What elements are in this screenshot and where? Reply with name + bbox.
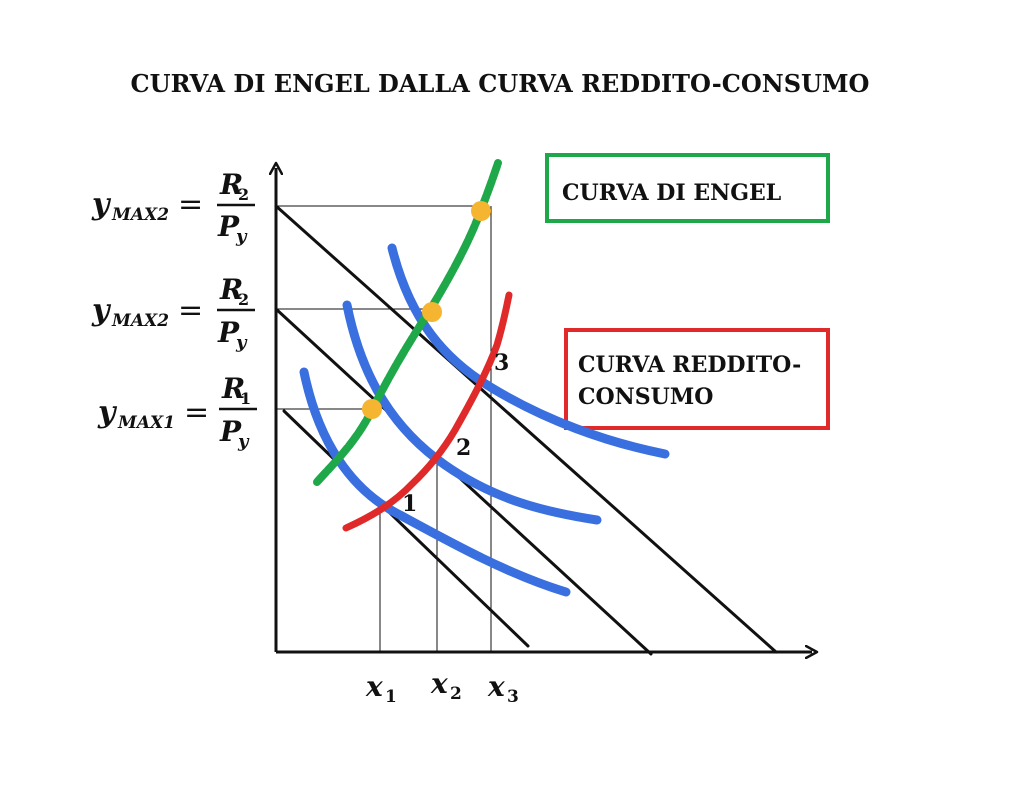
income-consumption-legend-line2: CONSUMO: [578, 384, 713, 410]
income-consumption-legend-line1: CURVA REDDITO-: [578, 352, 801, 378]
y-label-top-num: R: [219, 168, 243, 201]
y-label-top-den: P: [217, 210, 240, 243]
engel-points: [362, 201, 491, 419]
y-label-top-eq: =: [178, 187, 203, 222]
indifference-curve-2: [342, 300, 602, 525]
indifference-curve-1: [299, 367, 571, 597]
x-label-2: x 2: [430, 667, 462, 704]
y-label-bottom: y MAX1 = R 1 P y: [97, 372, 257, 452]
income-consumption-legend: CURVA REDDITO- CONSUMO: [564, 328, 830, 430]
x-label-1-var: x: [365, 670, 383, 703]
y-label-bottom-num: R: [221, 372, 245, 405]
income-consumption-curve: [342, 291, 513, 532]
indifference-curve-3: [387, 243, 670, 459]
y-label-middle-num: R: [219, 273, 243, 306]
x-label-2-sub: 2: [450, 684, 462, 704]
y-label-bottom-den: P: [219, 415, 242, 448]
y-label-middle-den-sub: y: [235, 332, 248, 353]
x-label-3: x 3: [487, 670, 519, 707]
y-label-top-var: y: [91, 187, 112, 222]
axes: [276, 168, 812, 652]
x-label-3-var: x: [487, 670, 505, 703]
y-label-top-num-sub: 2: [238, 185, 249, 204]
y-label-middle-num-sub: 2: [238, 290, 249, 309]
y-label-middle-den: P: [217, 316, 240, 349]
budget-line-3: [274, 204, 778, 654]
budget-line-1: [282, 409, 530, 648]
engel-point-3: [471, 201, 491, 221]
point-label-2: 2: [456, 435, 471, 461]
x-label-1-sub: 1: [385, 687, 397, 707]
x-label-1: x 1: [365, 670, 397, 707]
x-label-3-sub: 3: [507, 687, 519, 707]
y-label-bottom-sub: MAX1: [117, 413, 175, 433]
x-label-2-var: x: [430, 667, 448, 700]
y-label-bottom-num-sub: 1: [240, 389, 251, 408]
y-label-bottom-den-sub: y: [237, 431, 250, 452]
point-label-3: 3: [494, 350, 509, 376]
engel-point-2: [422, 302, 442, 322]
engel-point-1: [362, 399, 382, 419]
y-label-middle-eq: =: [178, 293, 203, 328]
y-label-middle: y MAX2 = R 2 P y: [91, 273, 255, 353]
engel-legend: CURVA DI ENGEL: [545, 153, 830, 223]
point-label-1: 1: [402, 491, 417, 517]
y-label-top-den-sub: y: [235, 226, 248, 247]
y-label-middle-var: y: [91, 293, 112, 328]
y-label-bottom-var: y: [97, 395, 118, 430]
engel-legend-box: [545, 153, 830, 223]
y-label-middle-sub: MAX2: [111, 311, 169, 331]
y-label-bottom-eq: =: [184, 395, 209, 430]
y-label-top: y MAX2 = R 2 P y: [91, 168, 255, 247]
diagram-title: CURVA DI ENGEL DALLA CURVA REDDITO-CONSU…: [131, 69, 870, 98]
engel-legend-label: CURVA DI ENGEL: [562, 180, 781, 206]
income-consumption-legend-box: [564, 328, 830, 430]
guide-lines: [276, 205, 492, 652]
indifference-curves: [299, 243, 670, 597]
y-label-top-sub: MAX2: [111, 205, 169, 225]
